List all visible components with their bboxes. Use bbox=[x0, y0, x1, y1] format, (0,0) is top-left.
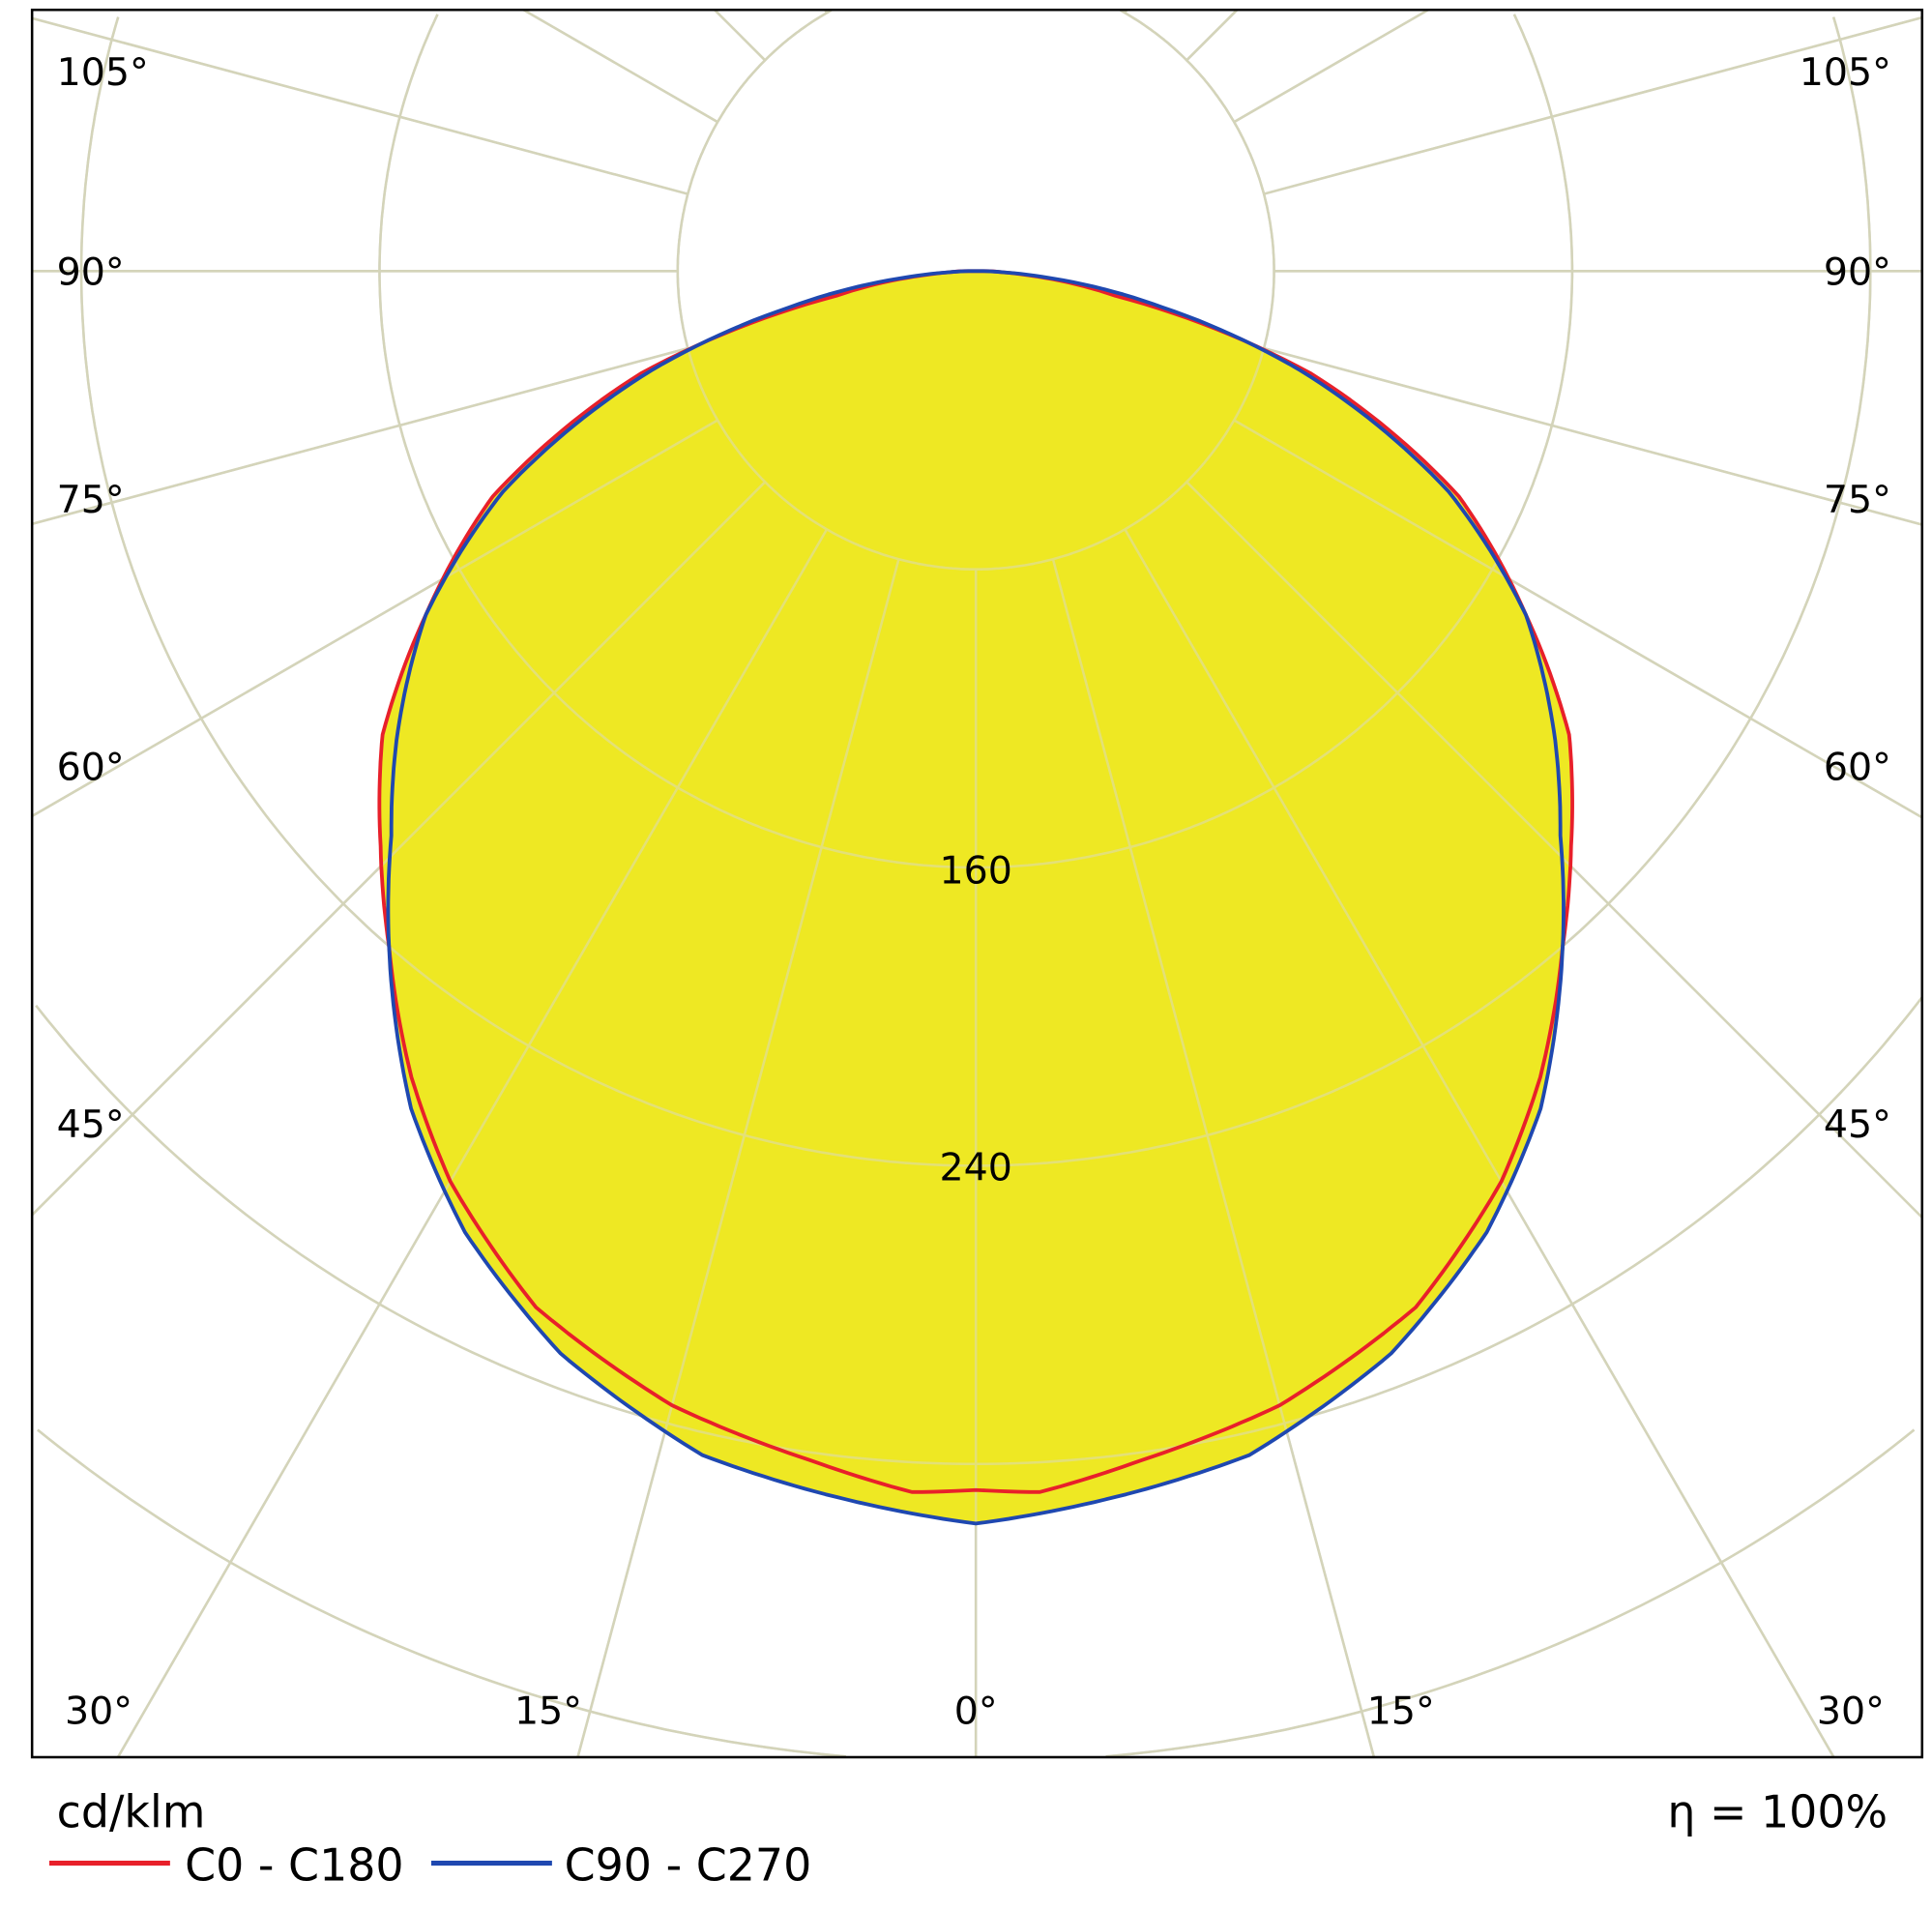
intensity-curves bbox=[32, 10, 1922, 1757]
grid-radial-60 bbox=[1233, 419, 1922, 819]
plot-frame bbox=[30, 8, 1924, 1759]
grid-radial-15 bbox=[1051, 558, 1376, 1757]
grid-ring-320 bbox=[35, 996, 1922, 1466]
angle-label-left-60: 60° bbox=[57, 746, 125, 790]
angle-label-bottom-15-right: 15° bbox=[1367, 1690, 1435, 1734]
grid-radial--15 bbox=[576, 558, 900, 1757]
angle-label-left-105: 105° bbox=[57, 50, 149, 95]
ring-label-240: 240 bbox=[939, 1146, 1011, 1190]
grid-ring-400 bbox=[37, 1428, 1916, 1757]
grid-radial--30 bbox=[116, 528, 829, 1757]
angle-label-bottom-30-left: 30° bbox=[65, 1690, 132, 1734]
grid-radial--135 bbox=[714, 10, 767, 62]
grid-radial--120 bbox=[522, 10, 718, 124]
angle-label-right-60: 60° bbox=[1824, 746, 1891, 790]
grid-radial-45 bbox=[1186, 481, 1922, 1219]
grid-radial-105 bbox=[1263, 15, 1922, 195]
angle-label-right-90: 90° bbox=[1824, 250, 1891, 294]
angle-label-left-75: 75° bbox=[57, 478, 125, 522]
grid-radial-30 bbox=[1124, 528, 1835, 1757]
angle-label-right-75: 75° bbox=[1824, 478, 1891, 522]
unit-label: cd/klm bbox=[57, 1786, 206, 1838]
grid-radial-75 bbox=[1263, 346, 1922, 526]
legend-label-c0-c180: C0 - C180 bbox=[185, 1838, 403, 1891]
angle-label-bottom-0: 0° bbox=[954, 1690, 998, 1734]
angle-label-right-105: 105° bbox=[1800, 50, 1891, 95]
grid-radial--105 bbox=[32, 16, 688, 195]
angle-label-left-45: 45° bbox=[57, 1102, 125, 1147]
grid-radial--45 bbox=[32, 481, 767, 1217]
grid-ring-160 bbox=[378, 14, 1574, 869]
angle-label-bottom-30-right: 30° bbox=[1817, 1690, 1885, 1734]
angle-label-right-45: 45° bbox=[1824, 1102, 1891, 1147]
angle-label-bottom-15-left: 15° bbox=[514, 1690, 582, 1734]
grid-radial--60 bbox=[32, 419, 718, 818]
angle-label-left-90: 90° bbox=[57, 250, 125, 294]
grid-radial--75 bbox=[32, 346, 688, 526]
polar-grid-overlay bbox=[32, 10, 1922, 1757]
ring-label-160: 160 bbox=[939, 849, 1011, 894]
legend-label-c90-c270: C90 - C270 bbox=[565, 1838, 812, 1891]
efficiency-label: η = 100% bbox=[1667, 1786, 1888, 1838]
grid-ring-80 bbox=[676, 10, 1275, 571]
series-line-c90-c270 bbox=[386, 269, 1566, 1526]
grid-ring-240 bbox=[79, 16, 1872, 1167]
grid-radial-135 bbox=[1186, 10, 1239, 62]
grid-radial-120 bbox=[1233, 10, 1429, 124]
